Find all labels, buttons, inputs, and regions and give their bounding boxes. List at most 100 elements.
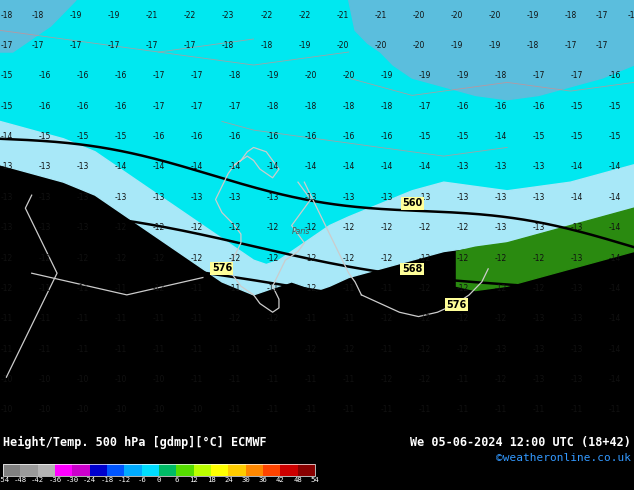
Text: -12: -12 xyxy=(533,253,545,263)
Text: -18: -18 xyxy=(526,41,539,50)
Text: -12: -12 xyxy=(495,253,507,263)
Text: -13: -13 xyxy=(342,193,355,202)
Text: 36: 36 xyxy=(259,477,268,483)
Text: -16: -16 xyxy=(533,102,545,111)
Text: -13: -13 xyxy=(571,284,583,293)
Text: -14: -14 xyxy=(266,163,279,172)
Text: -11: -11 xyxy=(342,314,355,323)
Text: -22: -22 xyxy=(184,11,197,20)
Text: -12: -12 xyxy=(380,314,393,323)
Text: -18: -18 xyxy=(222,41,235,50)
Text: -11: -11 xyxy=(342,375,355,384)
Text: -13: -13 xyxy=(418,193,431,202)
Text: -11: -11 xyxy=(418,405,431,415)
Text: -19: -19 xyxy=(450,41,463,50)
Text: -12: -12 xyxy=(0,284,13,293)
Text: -13: -13 xyxy=(114,193,127,202)
Text: -11: -11 xyxy=(38,344,51,354)
Text: -13: -13 xyxy=(533,193,545,202)
Text: -15: -15 xyxy=(418,132,431,141)
Text: -14: -14 xyxy=(571,163,583,172)
Text: -12: -12 xyxy=(0,253,13,263)
Polygon shape xyxy=(0,122,634,295)
Text: -10: -10 xyxy=(76,375,89,384)
Bar xyxy=(124,465,141,476)
Polygon shape xyxy=(456,208,634,291)
Polygon shape xyxy=(0,0,76,52)
Text: -10: -10 xyxy=(76,405,89,415)
Text: -15: -15 xyxy=(76,132,89,141)
Text: -11: -11 xyxy=(304,314,317,323)
Text: -12: -12 xyxy=(152,253,165,263)
Text: 568: 568 xyxy=(402,264,422,274)
Text: -13: -13 xyxy=(0,163,13,172)
Text: -13: -13 xyxy=(533,163,545,172)
Text: -10: -10 xyxy=(0,375,13,384)
Bar xyxy=(298,465,315,476)
Text: -16: -16 xyxy=(114,72,127,80)
Text: -18: -18 xyxy=(266,102,279,111)
Text: -12: -12 xyxy=(38,253,51,263)
Text: -10: -10 xyxy=(38,375,51,384)
Text: -17: -17 xyxy=(108,41,120,50)
Text: -11: -11 xyxy=(228,375,241,384)
Text: -16: -16 xyxy=(76,72,89,80)
Text: -12: -12 xyxy=(495,314,507,323)
Text: -16: -16 xyxy=(38,72,51,80)
Text: -10: -10 xyxy=(152,375,165,384)
Text: -15: -15 xyxy=(609,132,621,141)
Text: -10: -10 xyxy=(190,405,203,415)
Text: -12: -12 xyxy=(228,314,241,323)
Text: -16: -16 xyxy=(380,132,393,141)
Text: -11: -11 xyxy=(190,344,203,354)
Text: -18: -18 xyxy=(564,11,577,20)
Text: -16: -16 xyxy=(190,132,203,141)
Text: -48: -48 xyxy=(14,477,27,483)
Text: -11: -11 xyxy=(304,375,317,384)
Text: -16: -16 xyxy=(609,72,621,80)
Text: -11: -11 xyxy=(190,314,203,323)
Bar xyxy=(245,465,263,476)
Text: -17: -17 xyxy=(596,41,609,50)
Text: -19: -19 xyxy=(418,72,431,80)
Text: -15: -15 xyxy=(0,102,13,111)
Bar xyxy=(20,465,37,476)
Text: -12: -12 xyxy=(190,223,203,232)
Text: Paris: Paris xyxy=(292,227,310,236)
Polygon shape xyxy=(349,0,634,100)
Text: -18: -18 xyxy=(100,477,113,483)
Text: -12: -12 xyxy=(190,253,203,263)
Text: -10: -10 xyxy=(38,405,51,415)
Text: 24: 24 xyxy=(224,477,233,483)
Text: -14: -14 xyxy=(609,223,621,232)
Text: -11: -11 xyxy=(152,314,165,323)
Text: -12: -12 xyxy=(495,375,507,384)
Text: -14: -14 xyxy=(609,253,621,263)
Text: -11: -11 xyxy=(38,314,51,323)
Text: -14: -14 xyxy=(114,163,127,172)
Text: -14: -14 xyxy=(609,375,621,384)
Text: -17: -17 xyxy=(571,72,583,80)
Text: -12: -12 xyxy=(228,253,241,263)
Text: -14: -14 xyxy=(609,344,621,354)
Text: -11: -11 xyxy=(342,284,355,293)
Text: -12: -12 xyxy=(266,314,279,323)
Text: -14: -14 xyxy=(609,284,621,293)
Text: -17: -17 xyxy=(190,102,203,111)
Text: -14: -14 xyxy=(418,163,431,172)
Text: -13: -13 xyxy=(571,253,583,263)
Text: -12: -12 xyxy=(456,344,469,354)
Text: -16: -16 xyxy=(228,132,241,141)
Text: -12: -12 xyxy=(342,344,355,354)
Text: -18: -18 xyxy=(304,102,317,111)
Text: -16: -16 xyxy=(38,102,51,111)
Text: -14: -14 xyxy=(380,163,393,172)
Bar xyxy=(107,465,124,476)
Text: -13: -13 xyxy=(533,223,545,232)
Text: -15: -15 xyxy=(456,132,469,141)
Text: 560: 560 xyxy=(402,198,422,208)
Text: -11: -11 xyxy=(380,344,393,354)
Text: -13: -13 xyxy=(0,193,13,202)
Text: -20: -20 xyxy=(412,41,425,50)
Text: -17: -17 xyxy=(533,72,545,80)
